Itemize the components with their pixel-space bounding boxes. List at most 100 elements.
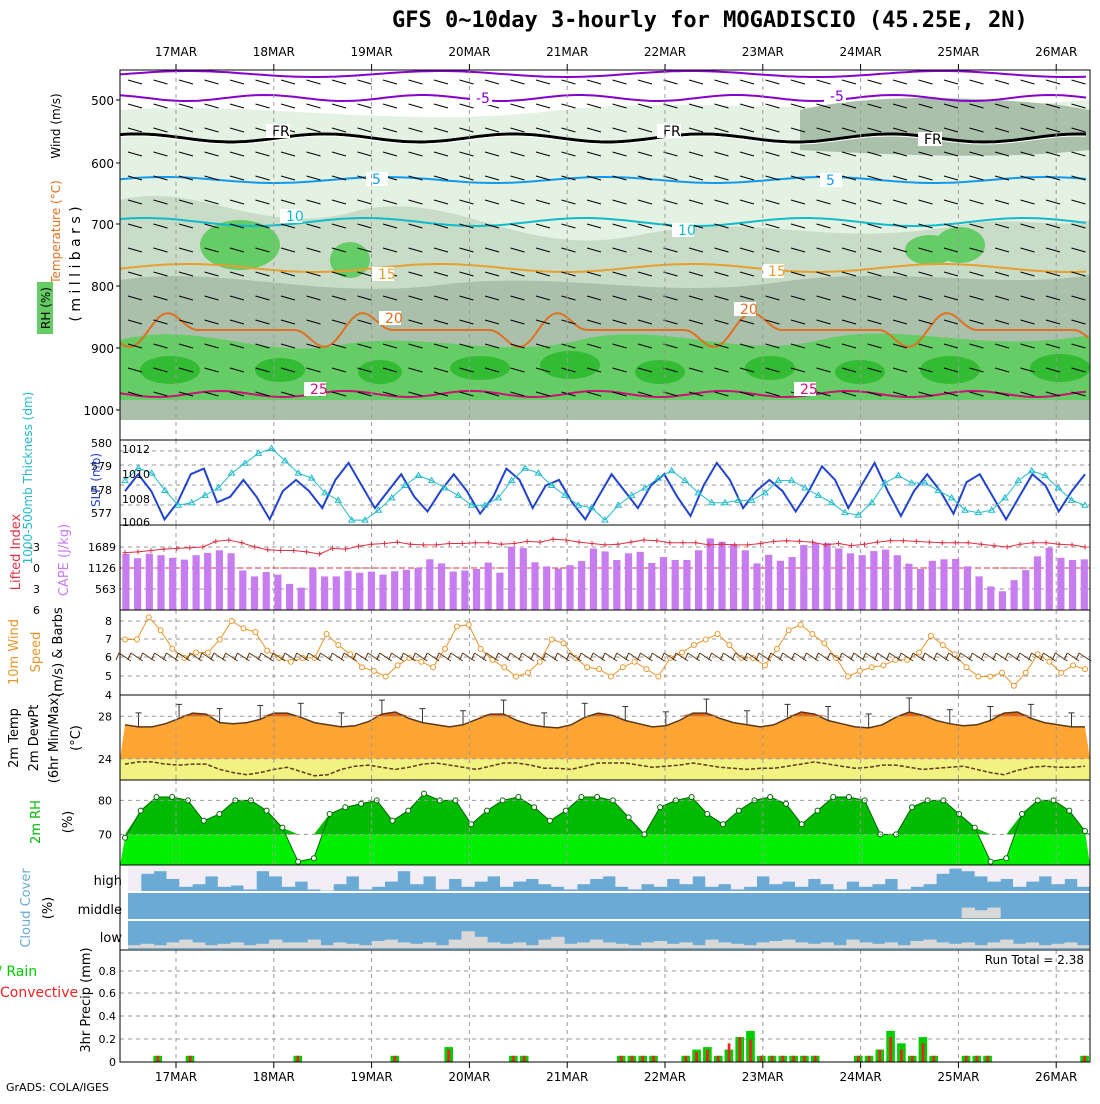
lifted-index-point (926, 539, 932, 545)
wind-barb (790, 103, 806, 109)
wind-barb (178, 199, 194, 205)
thickness-point (147, 469, 156, 476)
lifted-index-point (381, 541, 387, 546)
wind-barb (127, 127, 143, 133)
cape-bar (508, 546, 516, 610)
precip-convective-bar (512, 1055, 515, 1062)
thickness-point (1081, 501, 1089, 508)
wind-barb (510, 271, 525, 277)
wind-barb (204, 391, 219, 397)
wind-barb-10m (625, 652, 641, 662)
lifted-index-point (861, 541, 867, 547)
wind-barb (688, 367, 704, 373)
wind-barb (892, 295, 908, 301)
cloud-low-bar (628, 945, 642, 948)
wind-speed-point (643, 666, 650, 673)
wind-barb (688, 319, 704, 325)
wind-barb (382, 343, 398, 349)
wind-barb (816, 223, 831, 229)
cloud-high-bar (987, 866, 1001, 882)
cloud-low-bar (166, 942, 180, 948)
wind-barb (765, 367, 780, 373)
cloud-low-bar (1064, 942, 1078, 948)
wind-barb (510, 103, 525, 109)
lifted-index-point (291, 548, 297, 553)
cloud-high-bar (1077, 866, 1091, 887)
lifted-index-point (1069, 542, 1075, 548)
thickness-point (761, 488, 769, 496)
wind-barb (306, 175, 321, 181)
rh-blob-core (540, 351, 600, 379)
wind-speed-point (145, 614, 152, 621)
wind-barb (127, 295, 143, 301)
wind-barb (484, 175, 500, 181)
wind-barb-10m (755, 652, 772, 662)
thickness-point (881, 479, 889, 486)
thickness-point (707, 498, 716, 506)
wind-barb (892, 199, 908, 205)
wind-barb (306, 271, 321, 277)
cloud-high-bar (281, 866, 296, 887)
wind-barb (331, 103, 347, 109)
wind-barb (153, 295, 168, 301)
wind-barb (612, 367, 627, 373)
cape-bar (157, 555, 165, 610)
precip-convective-bar (781, 1055, 785, 1062)
wind-barb (561, 271, 576, 277)
wind-barb (969, 295, 984, 301)
wind-barb-10m (352, 652, 369, 662)
wind-barb-10m (648, 652, 665, 662)
wind-barb (382, 79, 398, 85)
wind-barb (280, 199, 296, 205)
wind-barb (612, 223, 627, 229)
wind-barb-10m (1075, 652, 1092, 662)
wind-barb-10m (601, 652, 618, 662)
wind-tick-label: 4 (105, 689, 112, 702)
wind-barb (535, 127, 551, 133)
cloud-fill (128, 866, 1090, 949)
cloud-low-bar (641, 942, 655, 948)
wind-barb-10m (1004, 652, 1021, 662)
wind-barb (510, 127, 525, 133)
wind-barb (459, 343, 474, 349)
cloud-high-bar (371, 866, 385, 887)
lifted-index-point (991, 543, 997, 549)
wind-barb-10m (317, 652, 333, 662)
thickness-line (124, 447, 1086, 521)
wind-barb-10m (637, 652, 653, 662)
rh2m-point (342, 804, 349, 811)
wind-barb (561, 223, 576, 229)
wind-barb (561, 199, 576, 205)
wind-barb (255, 319, 270, 325)
cloud-low-bar (666, 943, 680, 948)
wind-barb (357, 247, 372, 253)
lifted-index-point (148, 548, 154, 553)
precip-convective-bar (706, 1049, 709, 1062)
wind-speed-point (916, 649, 923, 656)
cloud-high-bar (461, 866, 475, 887)
cape-bar (274, 574, 282, 610)
thickness-point (201, 491, 209, 498)
lifted-index-point (874, 539, 880, 545)
thickness-point (214, 483, 223, 491)
wind-barb (688, 343, 704, 349)
date-label-top: 17MAR (155, 45, 197, 59)
cloud-high-bar (256, 866, 270, 872)
thickness-tick-label: 580 (91, 437, 112, 450)
precip-convective-bar (156, 1055, 160, 1062)
wind-barb (306, 151, 321, 157)
precip-convective-bar (867, 1055, 871, 1062)
wind-barb (943, 391, 959, 397)
cloud-low-bar (679, 942, 693, 948)
slp-tick-label: 1006 (122, 516, 150, 529)
wind-speed-point (169, 645, 176, 652)
date-label-top: 19MAR (351, 45, 393, 59)
precip-convective-bar (857, 1055, 860, 1062)
wind-barb (918, 127, 933, 133)
wind-barb (841, 343, 857, 349)
wind-barb (306, 343, 321, 349)
wind-speed-point (382, 673, 389, 680)
wind-speed-point (1010, 682, 1017, 689)
wind-barb (510, 295, 525, 301)
wind-barb (765, 343, 780, 349)
